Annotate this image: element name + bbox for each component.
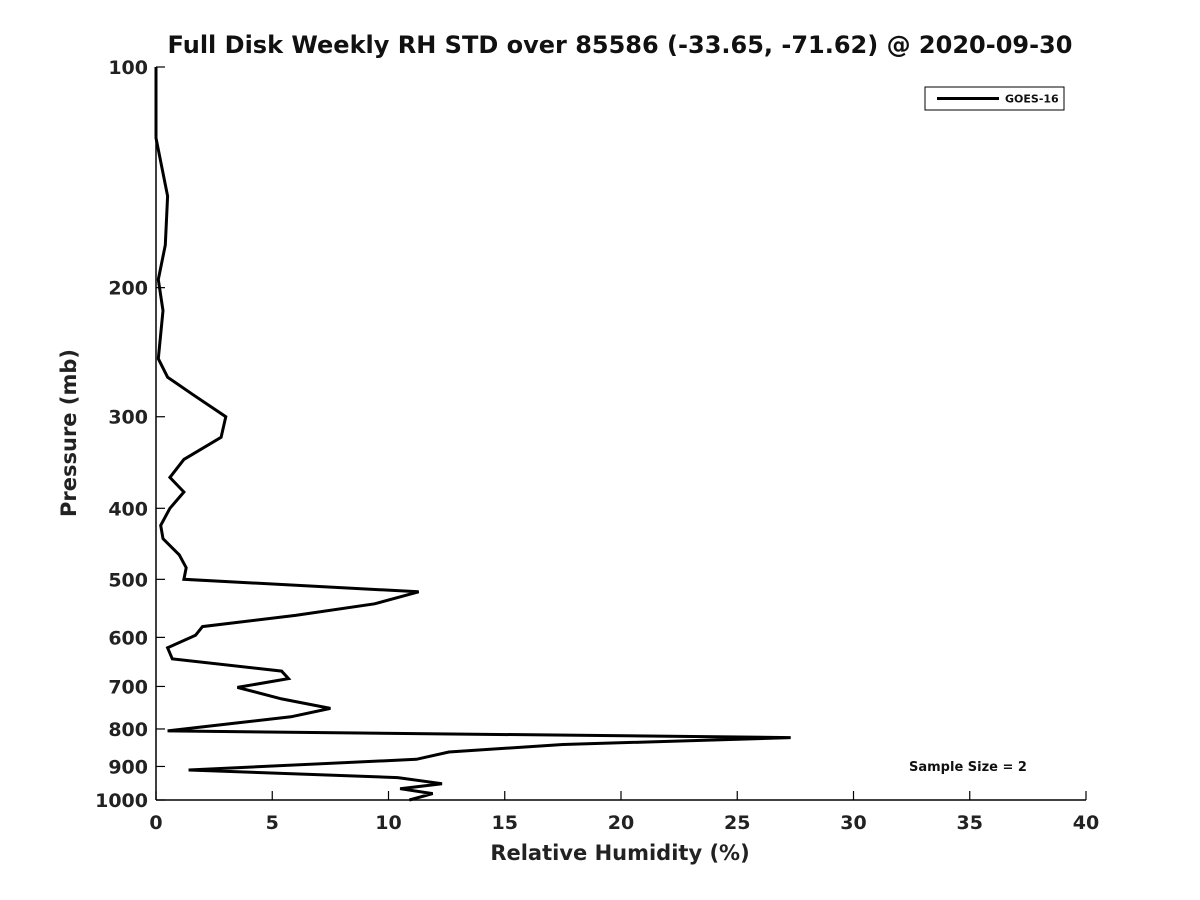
x-axis-label: Relative Humidity (%) [490,841,749,865]
y-tick-label: 700 [108,676,148,698]
y-tick-label: 100 [108,57,148,79]
y-tick-label: 200 [108,278,148,300]
y-tick-label: 900 [108,756,148,778]
x-axis-ticks: 0 5 10 15 20 25 30 35 40 [149,791,1099,834]
x-tick-label: 25 [724,812,750,834]
x-tick-label: 35 [957,812,983,834]
x-tick-label: 40 [1073,812,1099,834]
y-tick-label: 600 [108,627,148,649]
legend: GOES-16 [924,86,1065,111]
y-tick-label: 500 [108,569,148,591]
y-tick-label: 1000 [95,790,148,812]
y-tick-label: 400 [108,498,148,520]
y-axis-ticks: 100 200 300 400 500 600 700 800 900 1000 [95,57,165,812]
x-tick-label: 0 [149,812,162,834]
chart-title: Full Disk Weekly RH STD over 85586 (-33.… [168,31,1073,59]
series-line-goes-16 [154,67,791,802]
legend-label-goes-16: GOES-16 [1005,93,1059,106]
x-tick-label: 10 [375,812,401,834]
sample-size-annotation: Sample Size = 2 [909,760,1027,775]
plot-area [154,67,791,802]
y-tick-label: 800 [108,719,148,741]
x-tick-label: 20 [608,812,634,834]
y-axis-label: Pressure (mb) [57,349,81,517]
x-tick-label: 5 [266,812,279,834]
y-tick-label: 300 [108,407,148,429]
axes [155,67,1086,801]
x-tick-label: 30 [840,812,866,834]
x-tick-label: 15 [492,812,518,834]
